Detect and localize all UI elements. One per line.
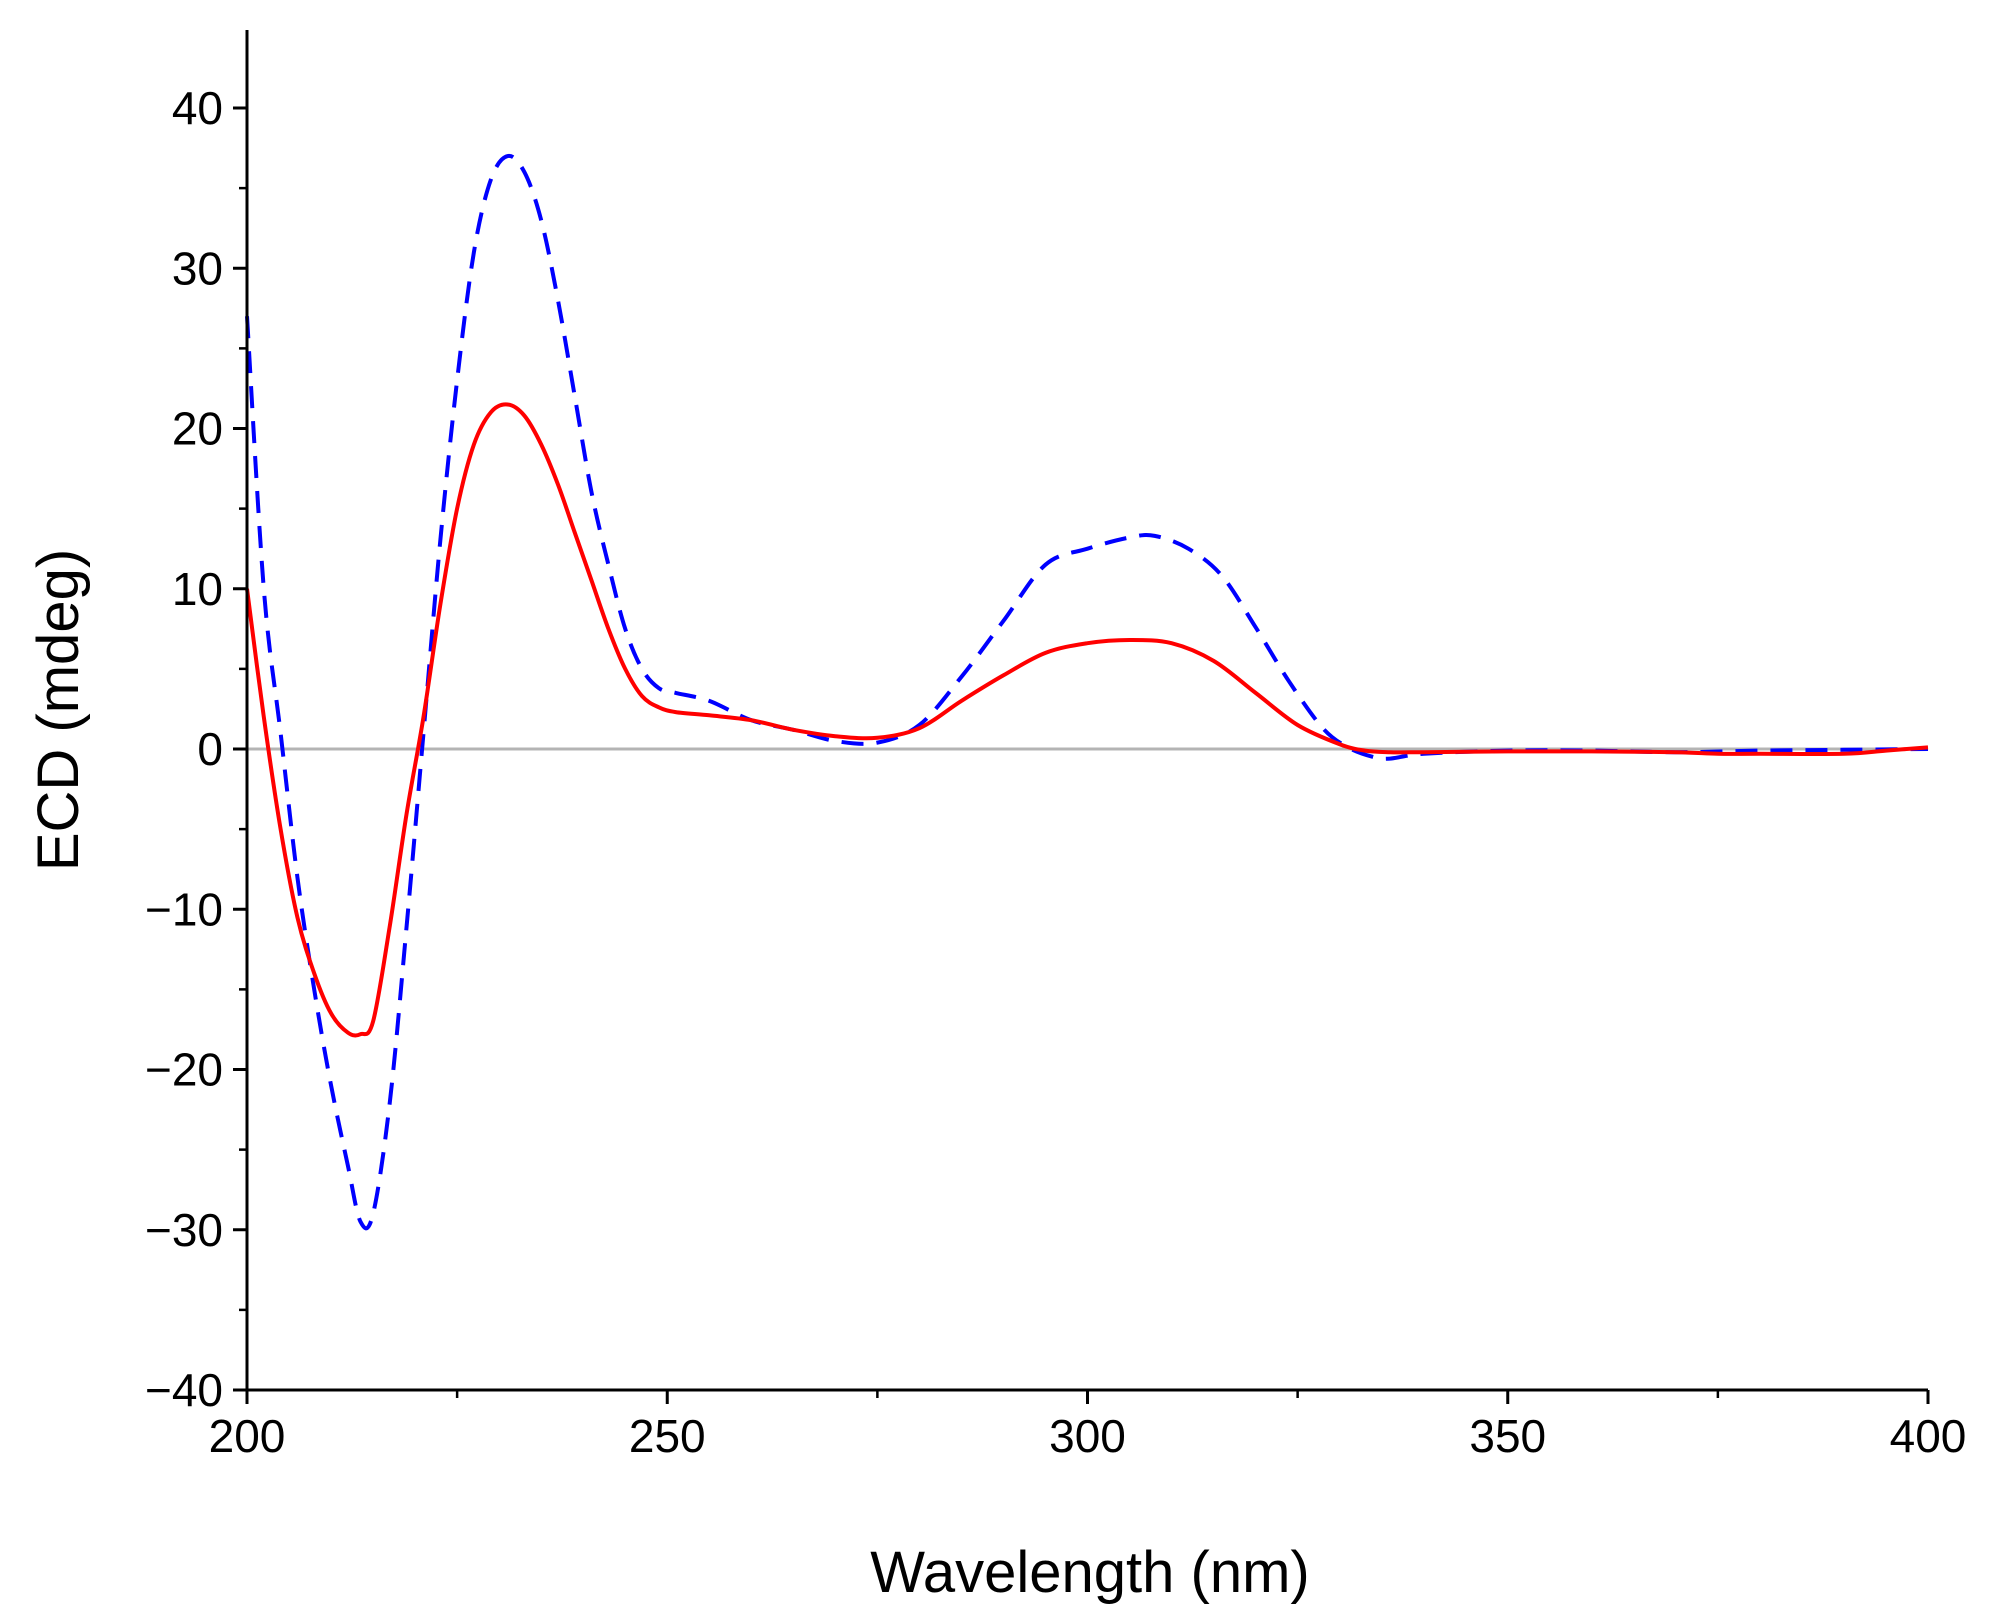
y-tick-label: 20 (172, 403, 223, 455)
y-tick-label: 30 (172, 242, 223, 294)
x-tick-label: 300 (1049, 1410, 1126, 1462)
y-tick-label: −40 (145, 1364, 223, 1416)
series-line-calculated (245, 153, 1929, 1231)
x-tick-label: 200 (209, 1410, 286, 1462)
series-line-experimental (245, 402, 1929, 1038)
y-tick-label: 10 (172, 563, 223, 615)
y-tick-label: −20 (145, 1044, 223, 1096)
x-tick-label: 400 (1890, 1410, 1967, 1462)
y-tick-label: 40 (172, 82, 223, 134)
y-tick-label: −10 (145, 883, 223, 935)
y-tick-label: 0 (197, 723, 223, 775)
x-tick-label: 350 (1469, 1410, 1546, 1462)
y-axis-title: ECD (mdeg) (26, 549, 91, 871)
x-axis-title: Wavelength (nm) (870, 1540, 1309, 1605)
x-tick-label: 250 (629, 1410, 706, 1462)
y-tick-label: −30 (145, 1204, 223, 1256)
